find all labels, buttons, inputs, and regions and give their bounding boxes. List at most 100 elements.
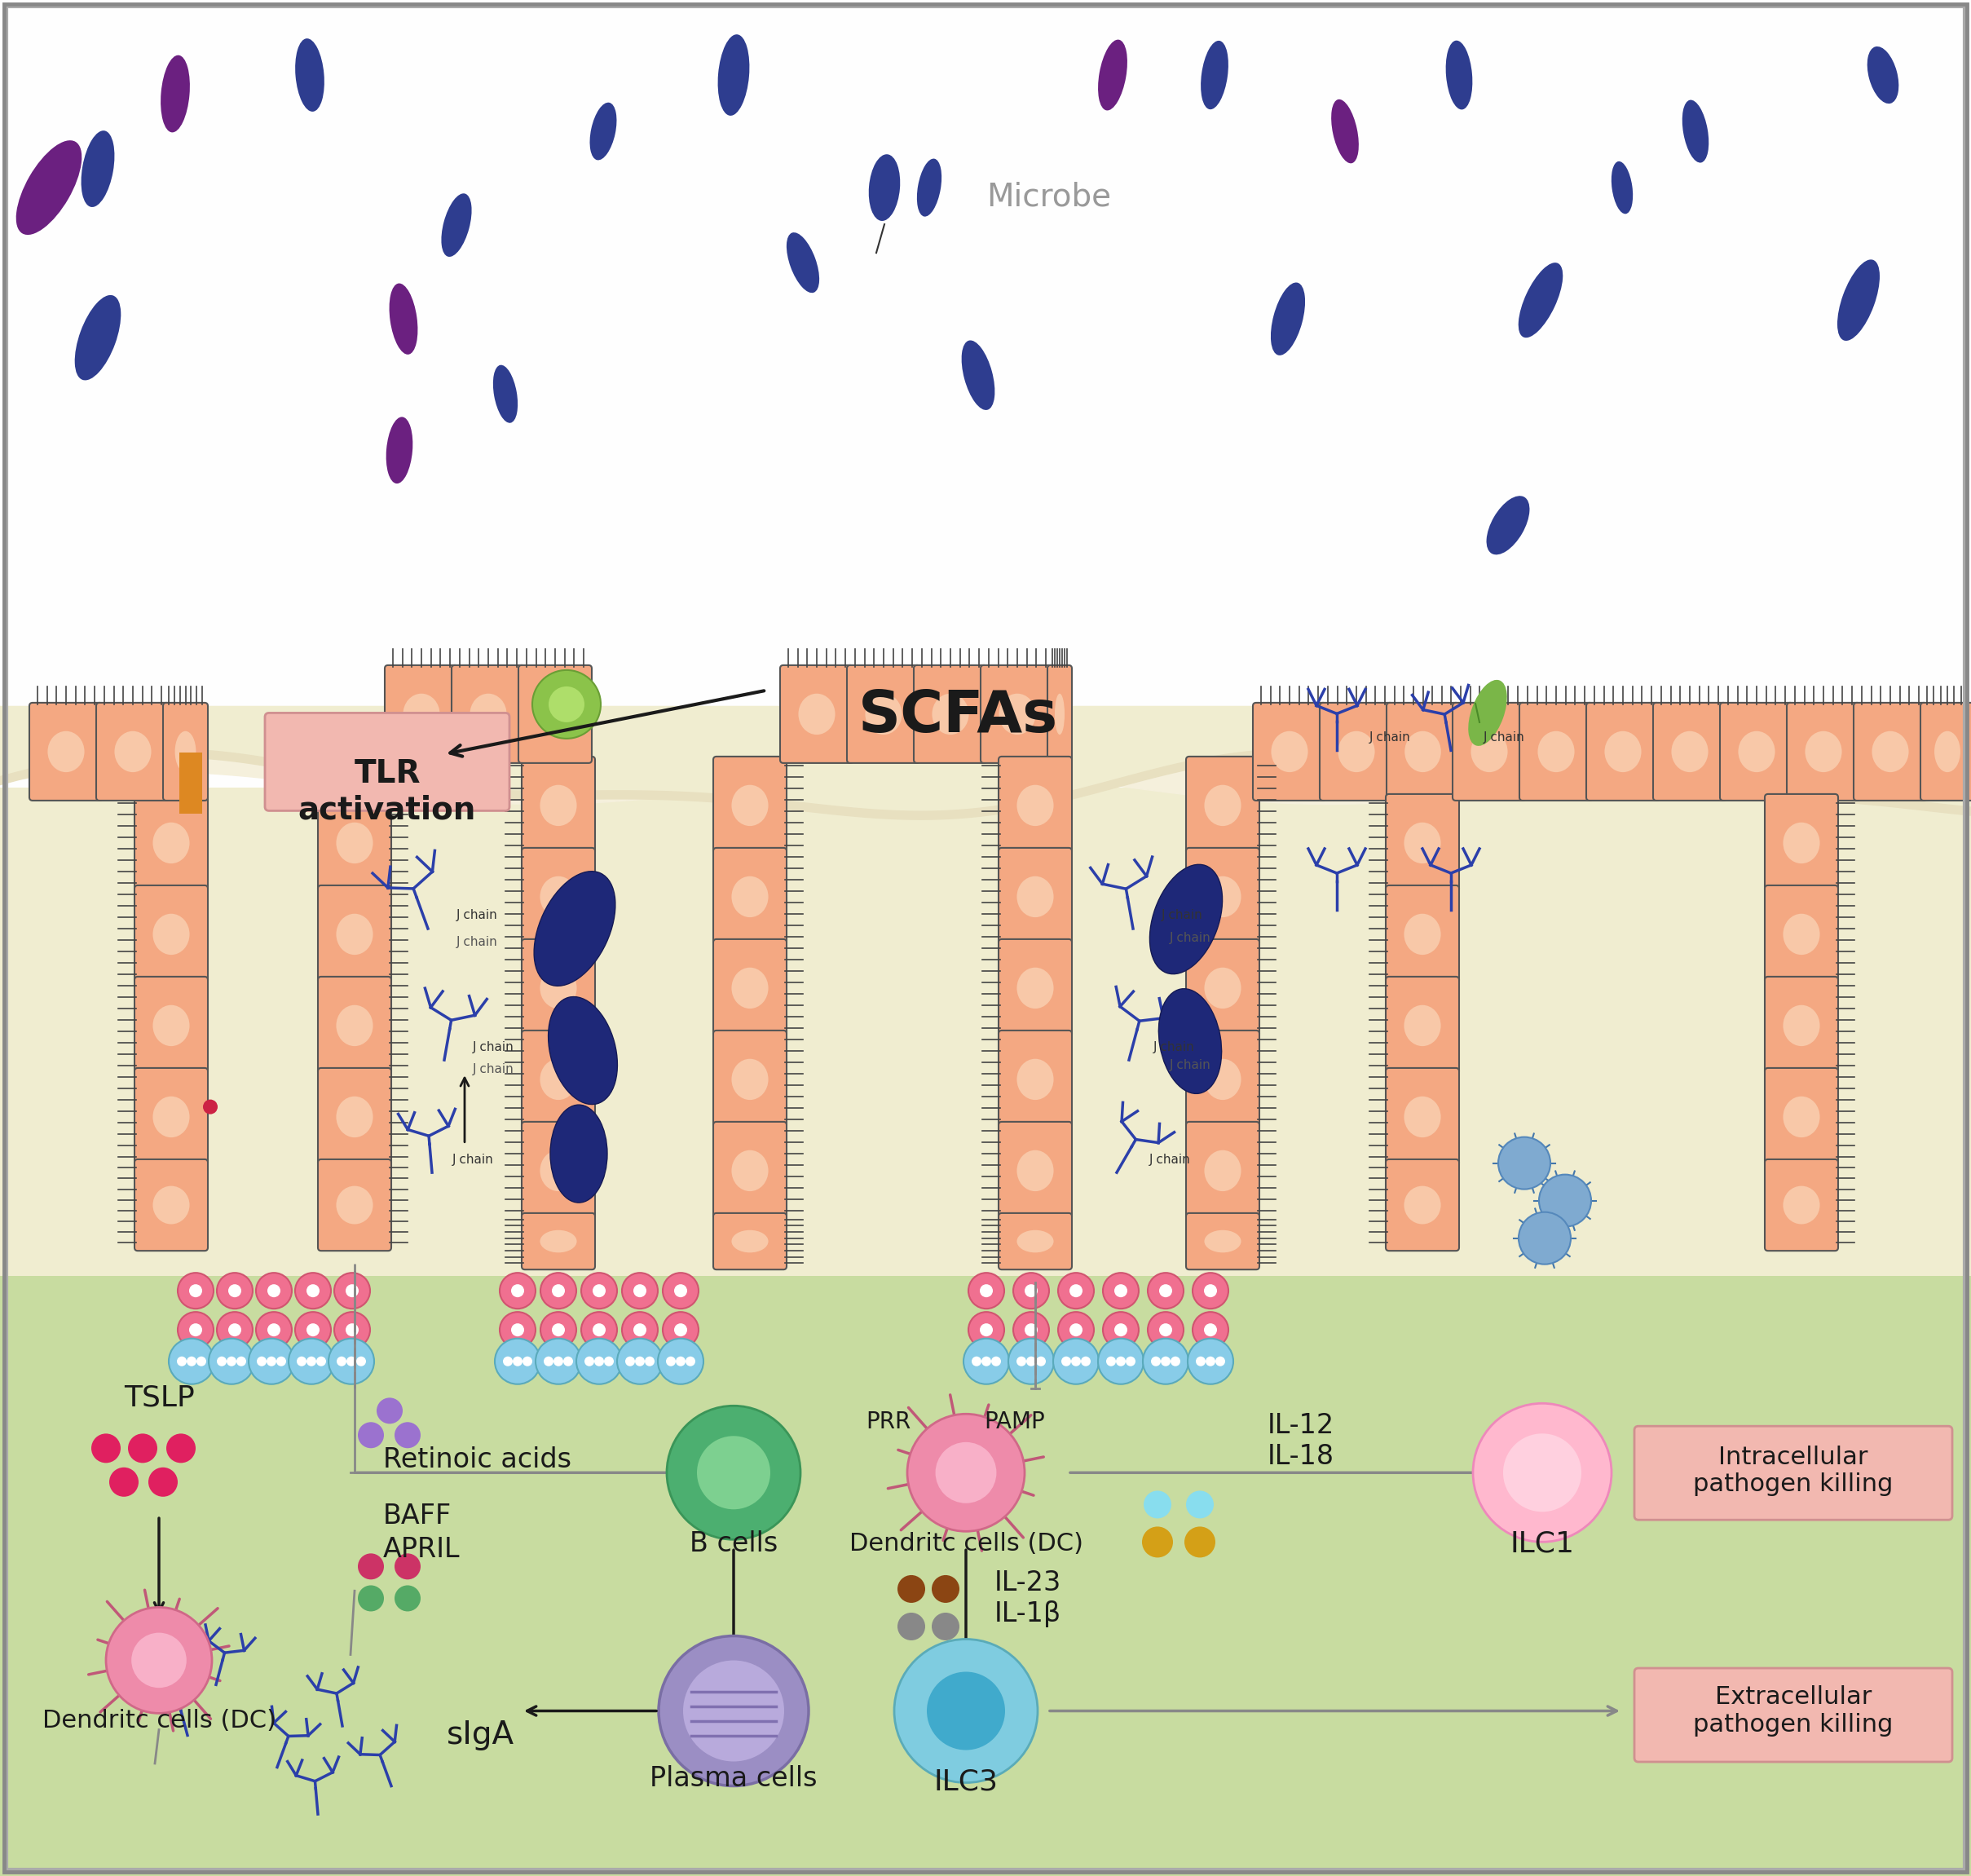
Circle shape bbox=[1125, 1356, 1135, 1366]
Circle shape bbox=[1080, 1356, 1090, 1366]
Circle shape bbox=[576, 1338, 623, 1384]
Ellipse shape bbox=[1271, 732, 1309, 773]
Circle shape bbox=[554, 1356, 564, 1366]
Ellipse shape bbox=[1403, 1006, 1441, 1047]
Circle shape bbox=[394, 1553, 420, 1580]
Text: PRR: PRR bbox=[865, 1411, 911, 1433]
Ellipse shape bbox=[1017, 1058, 1054, 1099]
Circle shape bbox=[510, 1323, 524, 1336]
Circle shape bbox=[658, 1636, 808, 1786]
Bar bbox=[179, 752, 203, 814]
Circle shape bbox=[548, 687, 585, 722]
FancyBboxPatch shape bbox=[134, 794, 207, 891]
Ellipse shape bbox=[731, 876, 769, 917]
Circle shape bbox=[359, 1585, 384, 1611]
Ellipse shape bbox=[731, 1150, 769, 1191]
FancyBboxPatch shape bbox=[999, 1030, 1072, 1127]
FancyBboxPatch shape bbox=[522, 940, 595, 1037]
FancyBboxPatch shape bbox=[134, 885, 207, 983]
Circle shape bbox=[106, 1608, 213, 1713]
Ellipse shape bbox=[1468, 679, 1508, 747]
Circle shape bbox=[229, 1323, 240, 1336]
Ellipse shape bbox=[731, 1058, 769, 1099]
Circle shape bbox=[926, 1672, 1005, 1750]
Circle shape bbox=[217, 1272, 252, 1309]
Ellipse shape bbox=[1204, 1058, 1242, 1099]
Text: PAMP: PAMP bbox=[984, 1411, 1045, 1433]
Circle shape bbox=[1070, 1356, 1080, 1366]
FancyBboxPatch shape bbox=[1920, 704, 1971, 801]
Circle shape bbox=[209, 1338, 254, 1384]
Text: J chain: J chain bbox=[453, 1154, 495, 1165]
Circle shape bbox=[1472, 1403, 1612, 1542]
Circle shape bbox=[617, 1338, 662, 1384]
Circle shape bbox=[593, 1323, 605, 1336]
Ellipse shape bbox=[1403, 914, 1441, 955]
Circle shape bbox=[684, 1660, 784, 1762]
Text: IL-23
IL-1β: IL-23 IL-1β bbox=[995, 1570, 1062, 1626]
Circle shape bbox=[936, 1443, 997, 1503]
Circle shape bbox=[1070, 1323, 1082, 1336]
Ellipse shape bbox=[717, 34, 749, 116]
Circle shape bbox=[276, 1356, 286, 1366]
Ellipse shape bbox=[337, 1186, 373, 1225]
Ellipse shape bbox=[865, 694, 903, 735]
FancyBboxPatch shape bbox=[1386, 704, 1459, 801]
Ellipse shape bbox=[493, 366, 518, 422]
Circle shape bbox=[376, 1398, 402, 1424]
Text: Retinoic acids: Retinoic acids bbox=[382, 1446, 572, 1473]
FancyBboxPatch shape bbox=[518, 666, 591, 764]
Circle shape bbox=[187, 1356, 197, 1366]
Circle shape bbox=[552, 1323, 566, 1336]
Circle shape bbox=[593, 1285, 605, 1298]
Text: Intracellular
pathogen killing: Intracellular pathogen killing bbox=[1693, 1445, 1894, 1497]
FancyBboxPatch shape bbox=[1254, 704, 1326, 801]
FancyBboxPatch shape bbox=[1764, 885, 1839, 983]
Text: J chain: J chain bbox=[1161, 910, 1202, 921]
Ellipse shape bbox=[1098, 39, 1127, 111]
Ellipse shape bbox=[154, 822, 189, 863]
Circle shape bbox=[345, 1285, 359, 1298]
FancyBboxPatch shape bbox=[317, 1159, 392, 1251]
Circle shape bbox=[394, 1585, 420, 1611]
FancyBboxPatch shape bbox=[1386, 1067, 1459, 1165]
Circle shape bbox=[1053, 1338, 1098, 1384]
Circle shape bbox=[189, 1285, 203, 1298]
Ellipse shape bbox=[1330, 99, 1358, 163]
Text: J chain: J chain bbox=[1153, 1041, 1194, 1052]
Ellipse shape bbox=[731, 784, 769, 825]
Ellipse shape bbox=[1017, 1150, 1054, 1191]
Ellipse shape bbox=[1784, 1096, 1819, 1137]
Text: TSLP: TSLP bbox=[124, 1384, 195, 1411]
FancyBboxPatch shape bbox=[1187, 1122, 1259, 1219]
FancyBboxPatch shape bbox=[1587, 704, 1660, 801]
Circle shape bbox=[1106, 1356, 1116, 1366]
Ellipse shape bbox=[1338, 732, 1374, 773]
FancyBboxPatch shape bbox=[1187, 940, 1259, 1037]
FancyBboxPatch shape bbox=[134, 1067, 207, 1165]
Ellipse shape bbox=[1403, 1096, 1441, 1137]
FancyBboxPatch shape bbox=[1047, 666, 1072, 764]
Circle shape bbox=[544, 1356, 554, 1366]
Ellipse shape bbox=[1271, 283, 1305, 355]
Text: J chain: J chain bbox=[1149, 1154, 1190, 1165]
Ellipse shape bbox=[388, 283, 418, 355]
Ellipse shape bbox=[469, 694, 507, 735]
Circle shape bbox=[1161, 1356, 1171, 1366]
Circle shape bbox=[1518, 1212, 1571, 1264]
FancyBboxPatch shape bbox=[714, 1030, 786, 1127]
Circle shape bbox=[895, 1640, 1037, 1782]
FancyBboxPatch shape bbox=[714, 848, 786, 946]
Circle shape bbox=[256, 1272, 292, 1309]
Circle shape bbox=[980, 1323, 993, 1336]
Ellipse shape bbox=[1017, 1231, 1054, 1253]
Ellipse shape bbox=[1537, 732, 1575, 773]
FancyBboxPatch shape bbox=[522, 1214, 595, 1270]
Ellipse shape bbox=[1805, 732, 1841, 773]
Ellipse shape bbox=[154, 914, 189, 955]
Ellipse shape bbox=[1149, 865, 1222, 974]
Circle shape bbox=[633, 1285, 646, 1298]
Circle shape bbox=[603, 1356, 613, 1366]
FancyBboxPatch shape bbox=[714, 1122, 786, 1219]
Circle shape bbox=[623, 1311, 658, 1347]
